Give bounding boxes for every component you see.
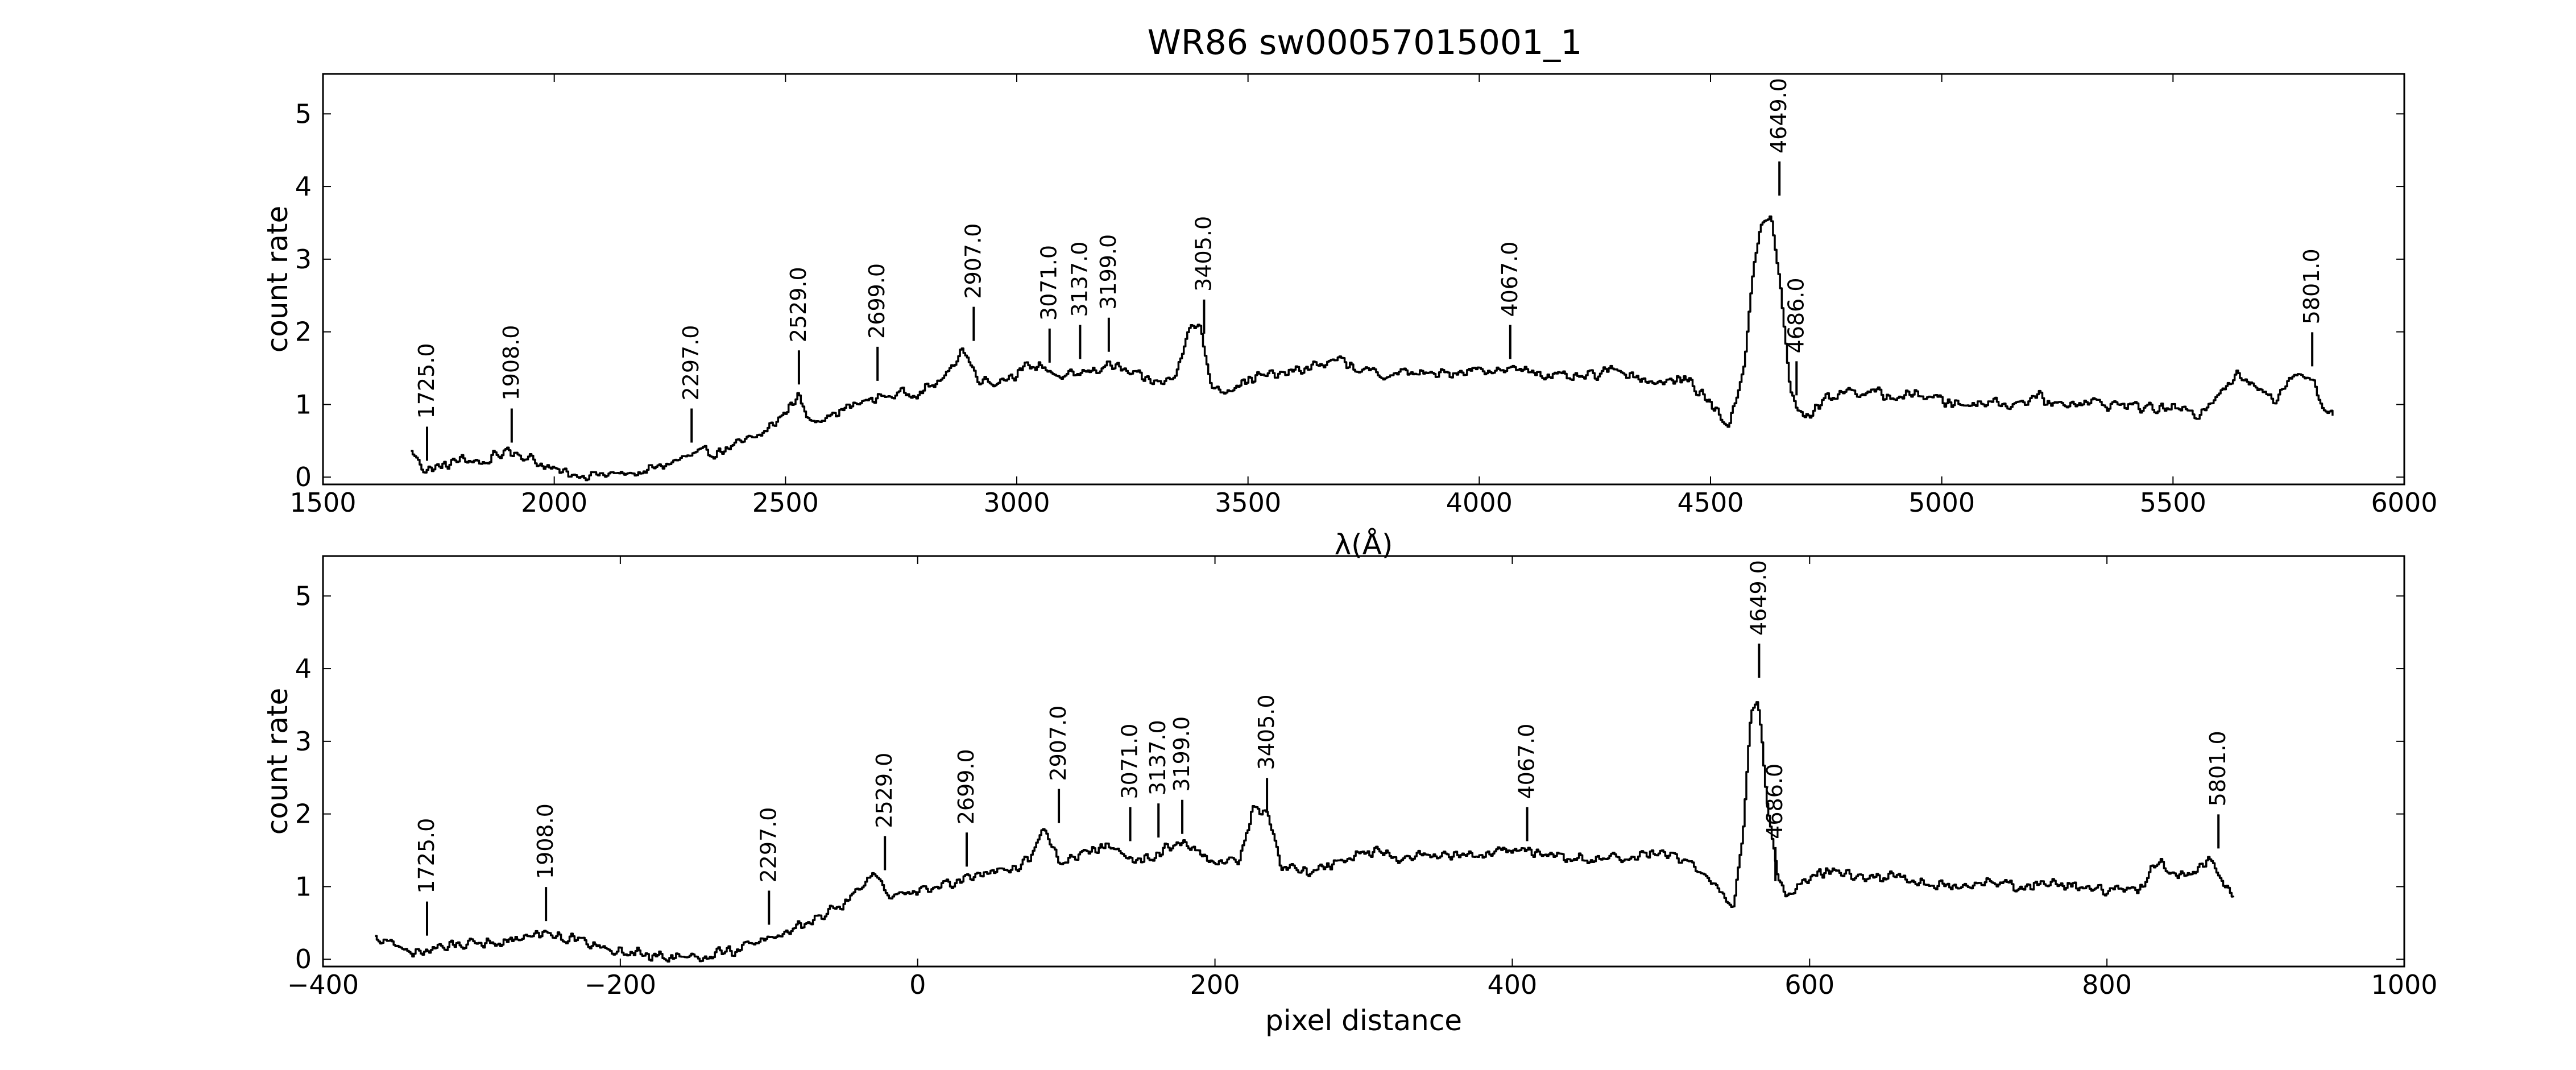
x-tick-label: 5000: [1908, 487, 1975, 518]
y-tick-label: 1: [295, 389, 312, 420]
pixel-panel: −400 −200 0 200 400 600 800 1000 0 1 2 3 4 5 1725.0 19…: [261, 555, 2438, 1037]
line-marker-label: 3199.0: [1096, 234, 1121, 310]
plot-frame: [322, 555, 2405, 968]
wavelength-panel: 1500 2000 2500 3000 3500 4000 4500 5000 5500 6000…: [261, 73, 2438, 561]
line-marker-label: 2907.0: [1046, 706, 1071, 781]
line-marker-group: 1725.0 1908.0 2297.0 2529.0 2699.0 2907.0 3071…: [414, 78, 2324, 461]
line-marker-label: 2297.0: [678, 325, 703, 401]
x-tick-label: 2000: [521, 487, 587, 518]
spectrum-line: [411, 215, 2334, 482]
line-marker-label: 2699.0: [864, 263, 889, 339]
x-tick-label: 800: [2082, 969, 2132, 1000]
x-tick-label: 6000: [2371, 487, 2437, 518]
y-tick-label: 2: [295, 799, 312, 830]
line-marker-label: 4067.0: [1514, 724, 1539, 799]
x-tick-label: 4500: [1677, 487, 1743, 518]
y-tick-label: 3: [295, 244, 312, 275]
line-marker-label: 2529.0: [872, 753, 897, 828]
x-tick-label: 3000: [983, 487, 1050, 518]
line-marker-label: 3071.0: [1117, 724, 1142, 799]
figure-title: WR86 sw00057015001_1: [1148, 23, 1583, 63]
x-tick-label: 1000: [2371, 969, 2437, 1000]
x-tick-label: 2500: [752, 487, 819, 518]
y-tick-label: 4: [295, 653, 312, 684]
x-tick-label: 1500: [289, 487, 356, 518]
line-marker-label: 3137.0: [1067, 242, 1092, 317]
line-marker-label: 4649.0: [1766, 78, 1791, 154]
y-axis-label: count rate: [261, 688, 294, 835]
line-marker-label: 1725.0: [414, 818, 439, 894]
x-tick-label: 5500: [2140, 487, 2206, 518]
x-tick-label: −200: [585, 969, 656, 1000]
spectrum-line: [375, 701, 2235, 963]
x-tick-label: 600: [1784, 969, 1834, 1000]
line-marker-label: 2297.0: [756, 807, 781, 883]
tick-group: 1500 2000 2500 3000 3500 4000 4500 5000 5500 6000…: [289, 74, 2438, 518]
line-marker-label: 4067.0: [1497, 242, 1522, 317]
y-tick-label: 0: [295, 944, 312, 974]
line-marker-label: 5801.0: [2299, 248, 2324, 324]
tick-group: −400 −200 0 200 400 600 800 1000 0 1 2 3 4 5: [287, 556, 2438, 1000]
line-marker-label: 3071.0: [1037, 245, 1062, 321]
x-tick-label: 3500: [1215, 487, 1281, 518]
line-marker-label: 1908.0: [533, 803, 558, 879]
y-tick-label: 1: [295, 871, 312, 902]
line-marker-label: 4686.0: [1762, 764, 1787, 839]
x-tick-label: 200: [1190, 969, 1240, 1000]
line-marker-label: 1725.0: [414, 343, 439, 418]
line-marker-label: 2907.0: [960, 223, 985, 299]
line-marker-label: 4649.0: [1746, 560, 1771, 636]
line-marker-label: 4686.0: [1783, 277, 1808, 353]
x-tick-label: 0: [909, 969, 926, 1000]
line-marker-label: 3199.0: [1169, 716, 1194, 792]
y-axis-label: count rate: [261, 206, 294, 353]
line-marker-label: 3405.0: [1254, 694, 1279, 770]
x-tick-label: −400: [287, 969, 359, 1000]
line-marker-label: 2529.0: [786, 267, 811, 342]
x-tick-label: 4000: [1446, 487, 1513, 518]
line-marker-label: 3137.0: [1145, 720, 1170, 795]
y-tick-label: 5: [295, 580, 312, 611]
plot-frame: [322, 73, 2405, 486]
line-marker-label: 3405.0: [1191, 216, 1216, 292]
x-tick-label: 400: [1488, 969, 1538, 1000]
line-marker-label: 2699.0: [954, 749, 979, 824]
y-tick-label: 5: [295, 98, 312, 129]
y-tick-label: 3: [295, 726, 312, 757]
y-tick-label: 4: [295, 171, 312, 202]
x-axis-label: pixel distance: [1265, 1004, 1462, 1037]
y-tick-label: 2: [295, 317, 312, 347]
line-marker-label: 5801.0: [2205, 731, 2230, 806]
y-tick-label: 0: [295, 462, 312, 492]
line-marker-group: 1725.0 1908.0 2297.0 2529.0 2699.0 2907.0 3071…: [414, 560, 2230, 936]
line-marker-label: 1908.0: [499, 325, 524, 401]
